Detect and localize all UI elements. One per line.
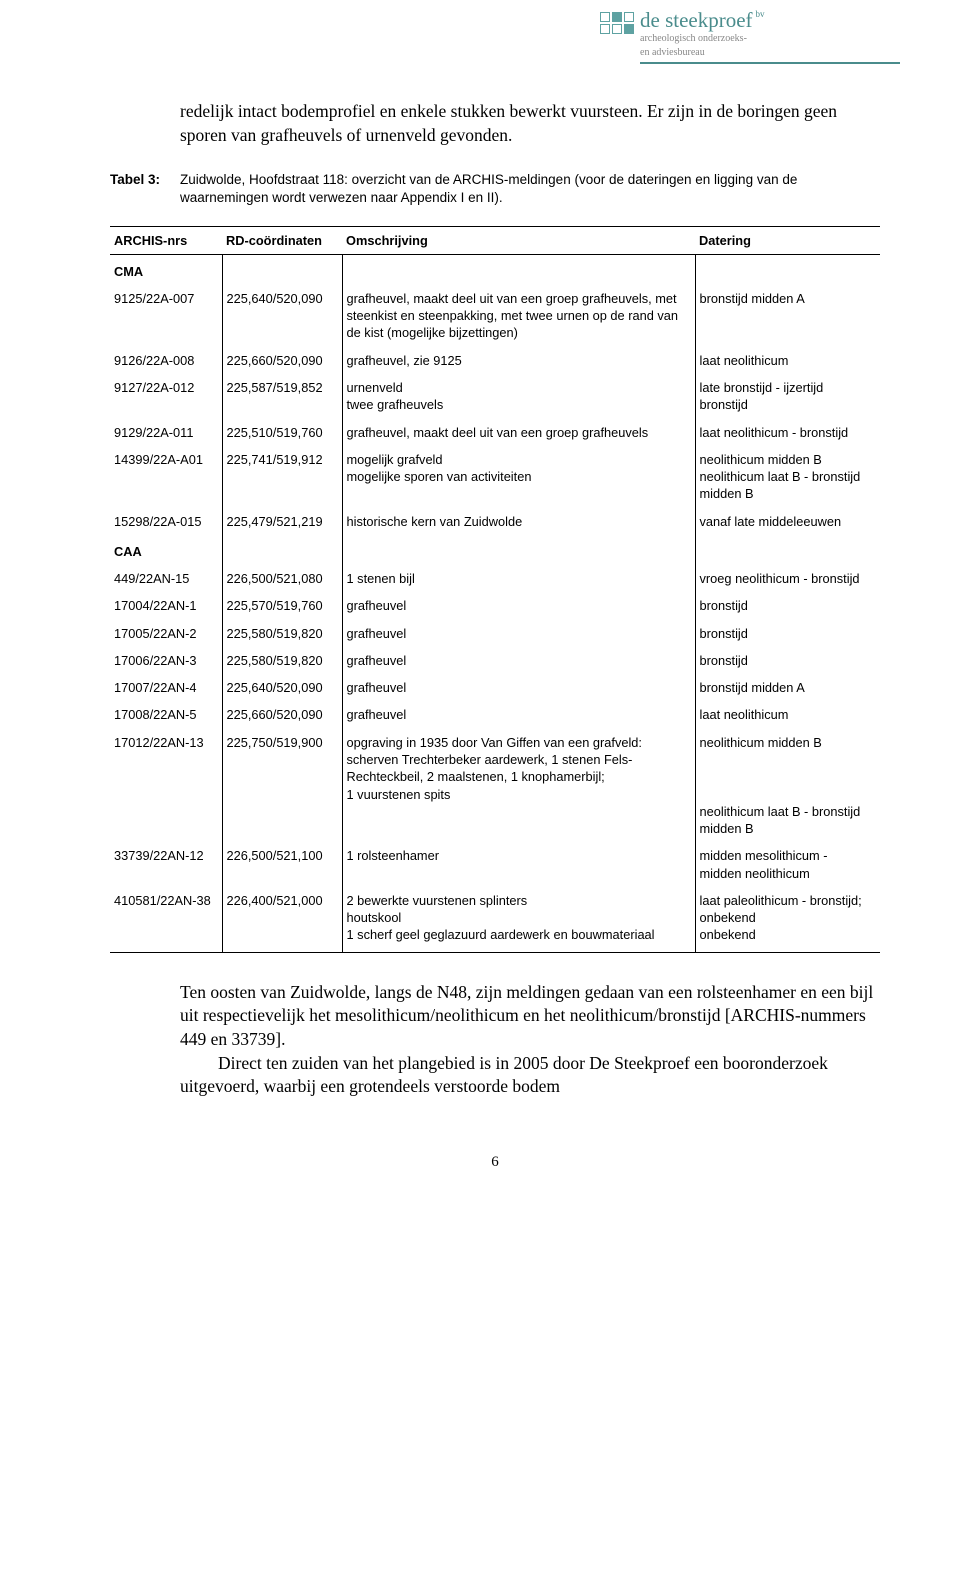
cell-date: vanaf late middeleeuwen: [695, 508, 880, 535]
cell-coord: 225,587/519,852: [222, 374, 342, 419]
cell-date: bronstijd: [695, 620, 880, 647]
logo-title: de steekproef bv: [640, 10, 900, 31]
cell-desc: grafheuvel: [342, 701, 695, 728]
th-archis: ARCHIS-nrs: [110, 226, 222, 254]
caption-text: Zuidwolde, Hoofdstraat 118: overzicht va…: [180, 171, 880, 207]
cell-desc: grafheuvel, maakt deel uit van een groep…: [342, 285, 695, 347]
table-row: 33739/22AN-12226,500/521,1001 rolsteenha…: [110, 842, 880, 887]
cell-archis: 17007/22AN-4: [110, 674, 222, 701]
table-row: 449/22AN-15226,500/521,0801 stenen bijlv…: [110, 565, 880, 592]
cell-date: laat neolithicum - bronstijd: [695, 419, 880, 446]
table-row: 9126/22A-008225,660/520,090grafheuvel, z…: [110, 347, 880, 374]
cell-coord: 225,640/520,090: [222, 285, 342, 347]
table-row: 17005/22AN-2225,580/519,820grafheuvelbro…: [110, 620, 880, 647]
cell-coord: 226,500/521,080: [222, 565, 342, 592]
table-row: 9129/22A-011225,510/519,760grafheuvel, m…: [110, 419, 880, 446]
cell-date: laat paleolithicum - bronstijd;onbekendo…: [695, 887, 880, 952]
table-row: 15298/22A-015225,479/521,219historische …: [110, 508, 880, 535]
table-row: 9127/22A-012225,587/519,852urnenveldtwee…: [110, 374, 880, 419]
cell-archis: 14399/22A-A01: [110, 446, 222, 508]
cell-archis: 410581/22AN-38: [110, 887, 222, 952]
cell-desc: mogelijk grafveldmogelijke sporen van ac…: [342, 446, 695, 508]
intro-paragraph: redelijk intact bodemprofiel en enkele s…: [180, 100, 880, 147]
cell-archis: 33739/22AN-12: [110, 842, 222, 887]
cell-archis: 17012/22AN-13: [110, 729, 222, 843]
caption-label: Tabel 3:: [110, 171, 180, 207]
table-row: 17012/22AN-13225,750/519,900opgraving in…: [110, 729, 880, 843]
table-row: 17008/22AN-5225,660/520,090grafheuvellaa…: [110, 701, 880, 728]
table-row: 17006/22AN-3225,580/519,820grafheuvelbro…: [110, 647, 880, 674]
cell-desc: grafheuvel: [342, 620, 695, 647]
cell-archis: 9126/22A-008: [110, 347, 222, 374]
logo-subtitle-2: en adviesbureau: [640, 47, 900, 59]
logo: de steekproef bv archeologisch onderzoek…: [600, 10, 900, 64]
cell-date: neolithicum midden Bneolithicum laat B -…: [695, 446, 880, 508]
cell-date: bronstijd: [695, 647, 880, 674]
cell-desc: 1 rolsteenhamer: [342, 842, 695, 887]
table-row: 9125/22A-007225,640/520,090grafheuvel, m…: [110, 285, 880, 347]
cell-archis: 9125/22A-007: [110, 285, 222, 347]
cell-date: late bronstijd - ijzertijdbronstijd: [695, 374, 880, 419]
cell-coord: 225,750/519,900: [222, 729, 342, 843]
logo-subtitle-1: archeologisch onderzoeks-: [640, 33, 900, 45]
cell-coord: 226,500/521,100: [222, 842, 342, 887]
cell-coord: 225,479/521,219: [222, 508, 342, 535]
table-row: 17007/22AN-4225,640/520,090grafheuvelbro…: [110, 674, 880, 701]
cell-coord: 225,580/519,820: [222, 647, 342, 674]
archis-table: ARCHIS-nrs RD-coördinaten Omschrijving D…: [110, 226, 880, 953]
cell-archis: 449/22AN-15: [110, 565, 222, 592]
cell-archis: 9129/22A-011: [110, 419, 222, 446]
cell-date: laat neolithicum: [695, 701, 880, 728]
cell-archis: 17008/22AN-5: [110, 701, 222, 728]
th-coord: RD-coördinaten: [222, 226, 342, 254]
page-number: 6: [110, 1154, 880, 1171]
cell-coord: 226,400/521,000: [222, 887, 342, 952]
cell-desc: 1 stenen bijl: [342, 565, 695, 592]
cell-desc: grafheuvel: [342, 592, 695, 619]
cell-date: bronstijd midden A: [695, 674, 880, 701]
section-label: CAA: [110, 535, 222, 565]
outro-p1: Ten oosten van Zuidwolde, langs de N48, …: [180, 981, 880, 1052]
cell-date: vroeg neolithicum - bronstijd: [695, 565, 880, 592]
table-caption: Tabel 3: Zuidwolde, Hoofdstraat 118: ove…: [110, 171, 880, 207]
cell-desc: grafheuvel, maakt deel uit van een groep…: [342, 419, 695, 446]
cell-archis: 17005/22AN-2: [110, 620, 222, 647]
cell-coord: 225,660/520,090: [222, 701, 342, 728]
logo-icon: [600, 12, 634, 34]
cell-desc: grafheuvel: [342, 674, 695, 701]
cell-coord: 225,580/519,820: [222, 620, 342, 647]
cell-desc: 2 bewerkte vuurstenen splintershoutskool…: [342, 887, 695, 952]
cell-archis: 15298/22A-015: [110, 508, 222, 535]
th-date: Datering: [695, 226, 880, 254]
outro-block: Ten oosten van Zuidwolde, langs de N48, …: [180, 981, 880, 1099]
cell-date: bronstijd: [695, 592, 880, 619]
cell-date: laat neolithicum: [695, 347, 880, 374]
cell-date: midden mesolithicum - midden neolithicum: [695, 842, 880, 887]
cell-coord: 225,660/520,090: [222, 347, 342, 374]
cell-coord: 225,640/520,090: [222, 674, 342, 701]
table-row: 17004/22AN-1225,570/519,760grafheuvelbro…: [110, 592, 880, 619]
cell-archis: 17006/22AN-3: [110, 647, 222, 674]
cell-desc: opgraving in 1935 door Van Giffen van ee…: [342, 729, 695, 843]
cell-date: bronstijd midden A: [695, 285, 880, 347]
table-row: 410581/22AN-38226,400/521,0002 bewerkte …: [110, 887, 880, 952]
cell-desc: historische kern van Zuidwolde: [342, 508, 695, 535]
cell-desc: grafheuvel: [342, 647, 695, 674]
cell-coord: 225,510/519,760: [222, 419, 342, 446]
table-row: 14399/22A-A01225,741/519,912mogelijk gra…: [110, 446, 880, 508]
cell-coord: 225,570/519,760: [222, 592, 342, 619]
cell-desc: grafheuvel, zie 9125: [342, 347, 695, 374]
cell-archis: 17004/22AN-1: [110, 592, 222, 619]
cell-archis: 9127/22A-012: [110, 374, 222, 419]
cell-desc: urnenveldtwee grafheuvels: [342, 374, 695, 419]
cell-coord: 225,741/519,912: [222, 446, 342, 508]
section-label: CMA: [110, 254, 222, 285]
outro-p2: Direct ten zuiden van het plangebied is …: [180, 1052, 880, 1099]
th-desc: Omschrijving: [342, 226, 695, 254]
cell-date: neolithicum midden B neolithicum laat B …: [695, 729, 880, 843]
